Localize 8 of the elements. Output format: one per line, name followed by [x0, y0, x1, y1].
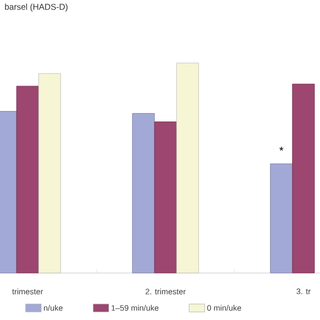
- chart-title: barsel (HADS-D): [5, 4, 68, 12]
- annotation: *: [279, 146, 284, 151]
- bar: [176, 62, 199, 274]
- bar: [132, 113, 155, 274]
- bar: [38, 73, 61, 274]
- bar: [270, 164, 293, 274]
- bar: [292, 84, 315, 274]
- bar: [154, 122, 177, 274]
